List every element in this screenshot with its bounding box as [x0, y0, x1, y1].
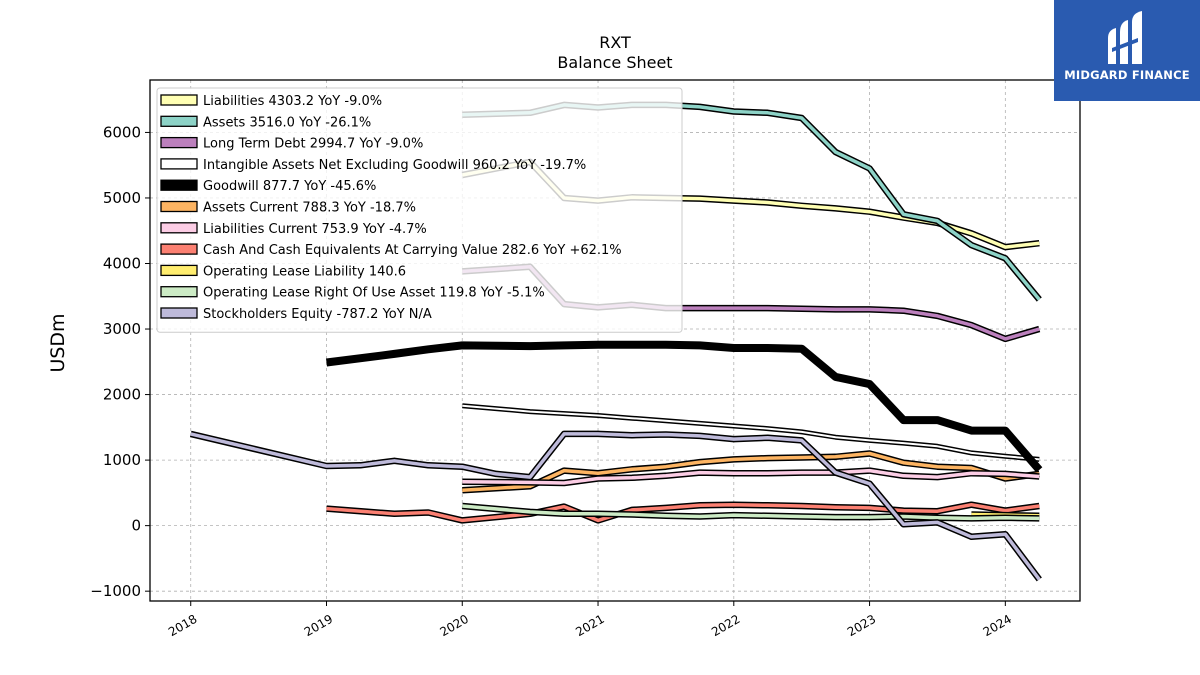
chart-subtitle: Balance Sheet	[557, 53, 672, 72]
series-line	[462, 451, 1040, 492]
x-tick-label: 2020	[438, 612, 471, 639]
legend-label: Stockholders Equity -787.2 YoY N/A	[203, 307, 432, 322]
legend-swatch	[160, 307, 198, 319]
legend-swatch	[160, 94, 198, 106]
legend-label: Assets 3516.0 YoY -26.1%	[203, 115, 371, 130]
y-tick-label: 4000	[103, 254, 141, 272]
y-tick-label: 1000	[103, 451, 141, 469]
series-line	[190, 432, 1041, 581]
legend-label: Long Term Debt 2994.7 YoY -9.0%	[203, 137, 423, 152]
legend-label: Intangible Assets Net Excluding Goodwill…	[203, 158, 586, 173]
y-tick-label: 5000	[103, 189, 141, 207]
y-tick-label: 3000	[103, 320, 141, 338]
x-tick-label: 2018	[166, 612, 199, 639]
series-line	[462, 504, 1040, 521]
legend-swatch	[160, 243, 198, 255]
legend-swatch	[160, 222, 198, 234]
legend-label: Operating Lease Right Of Use Asset 119.8…	[203, 286, 545, 301]
legend-label: Liabilities Current 753.9 YoY -4.7%	[203, 222, 427, 237]
plot-frame	[149, 79, 1081, 602]
series-group	[189, 430, 1042, 582]
series-line	[325, 340, 1043, 473]
x-tick-label: 2022	[709, 612, 742, 639]
series-group	[325, 340, 1043, 473]
legend-swatch	[160, 286, 198, 298]
legend-swatch	[160, 115, 198, 127]
legend-label: Assets Current 788.3 YoY -18.7%	[203, 201, 416, 216]
legend-swatch	[160, 179, 198, 191]
series-group	[326, 501, 1040, 524]
legend: Liabilities 4303.2 YoY -9.0% Assets 3516.…	[156, 87, 683, 333]
y-axis-label: USDm	[47, 313, 69, 372]
brand-name: MIDGARD FINANCE	[1064, 68, 1190, 82]
legend-label: Goodwill 877.7 YoY -45.6%	[203, 179, 376, 194]
legend-swatch	[160, 158, 198, 170]
legend-swatch	[160, 200, 198, 213]
series-group	[462, 502, 1040, 522]
series-line-outline	[189, 430, 1042, 582]
brand-logo: MIDGARD FINANCE	[1054, 0, 1200, 101]
series-line	[326, 502, 1040, 523]
midgard-logo-icon	[1108, 11, 1142, 64]
legend-label: Liabilities 4303.2 YoY -9.0%	[203, 94, 382, 109]
series-group	[462, 467, 1040, 487]
series-line	[462, 468, 1040, 485]
legend-swatch	[160, 136, 198, 149]
y-tick-label: 0	[131, 517, 141, 535]
legend-label: Cash And Cash Equivalents At Carrying Va…	[203, 243, 622, 258]
x-tick-label: 2024	[981, 612, 1014, 639]
y-tick-label: −1000	[90, 582, 141, 600]
x-tick-label: 2021	[573, 612, 606, 639]
series-group	[462, 403, 1040, 462]
legend-box	[156, 87, 683, 333]
y-tick-label: 2000	[103, 386, 141, 404]
chart-title: RXT	[599, 33, 631, 52]
legend-swatch	[160, 264, 198, 277]
series-line	[462, 404, 1040, 461]
legend-label: Operating Lease Liability 140.6	[203, 264, 406, 279]
series-group	[462, 450, 1040, 494]
y-tick-label: 6000	[103, 123, 141, 141]
x-tick-label: 2023	[845, 612, 878, 639]
x-tick-label: 2019	[302, 612, 335, 639]
